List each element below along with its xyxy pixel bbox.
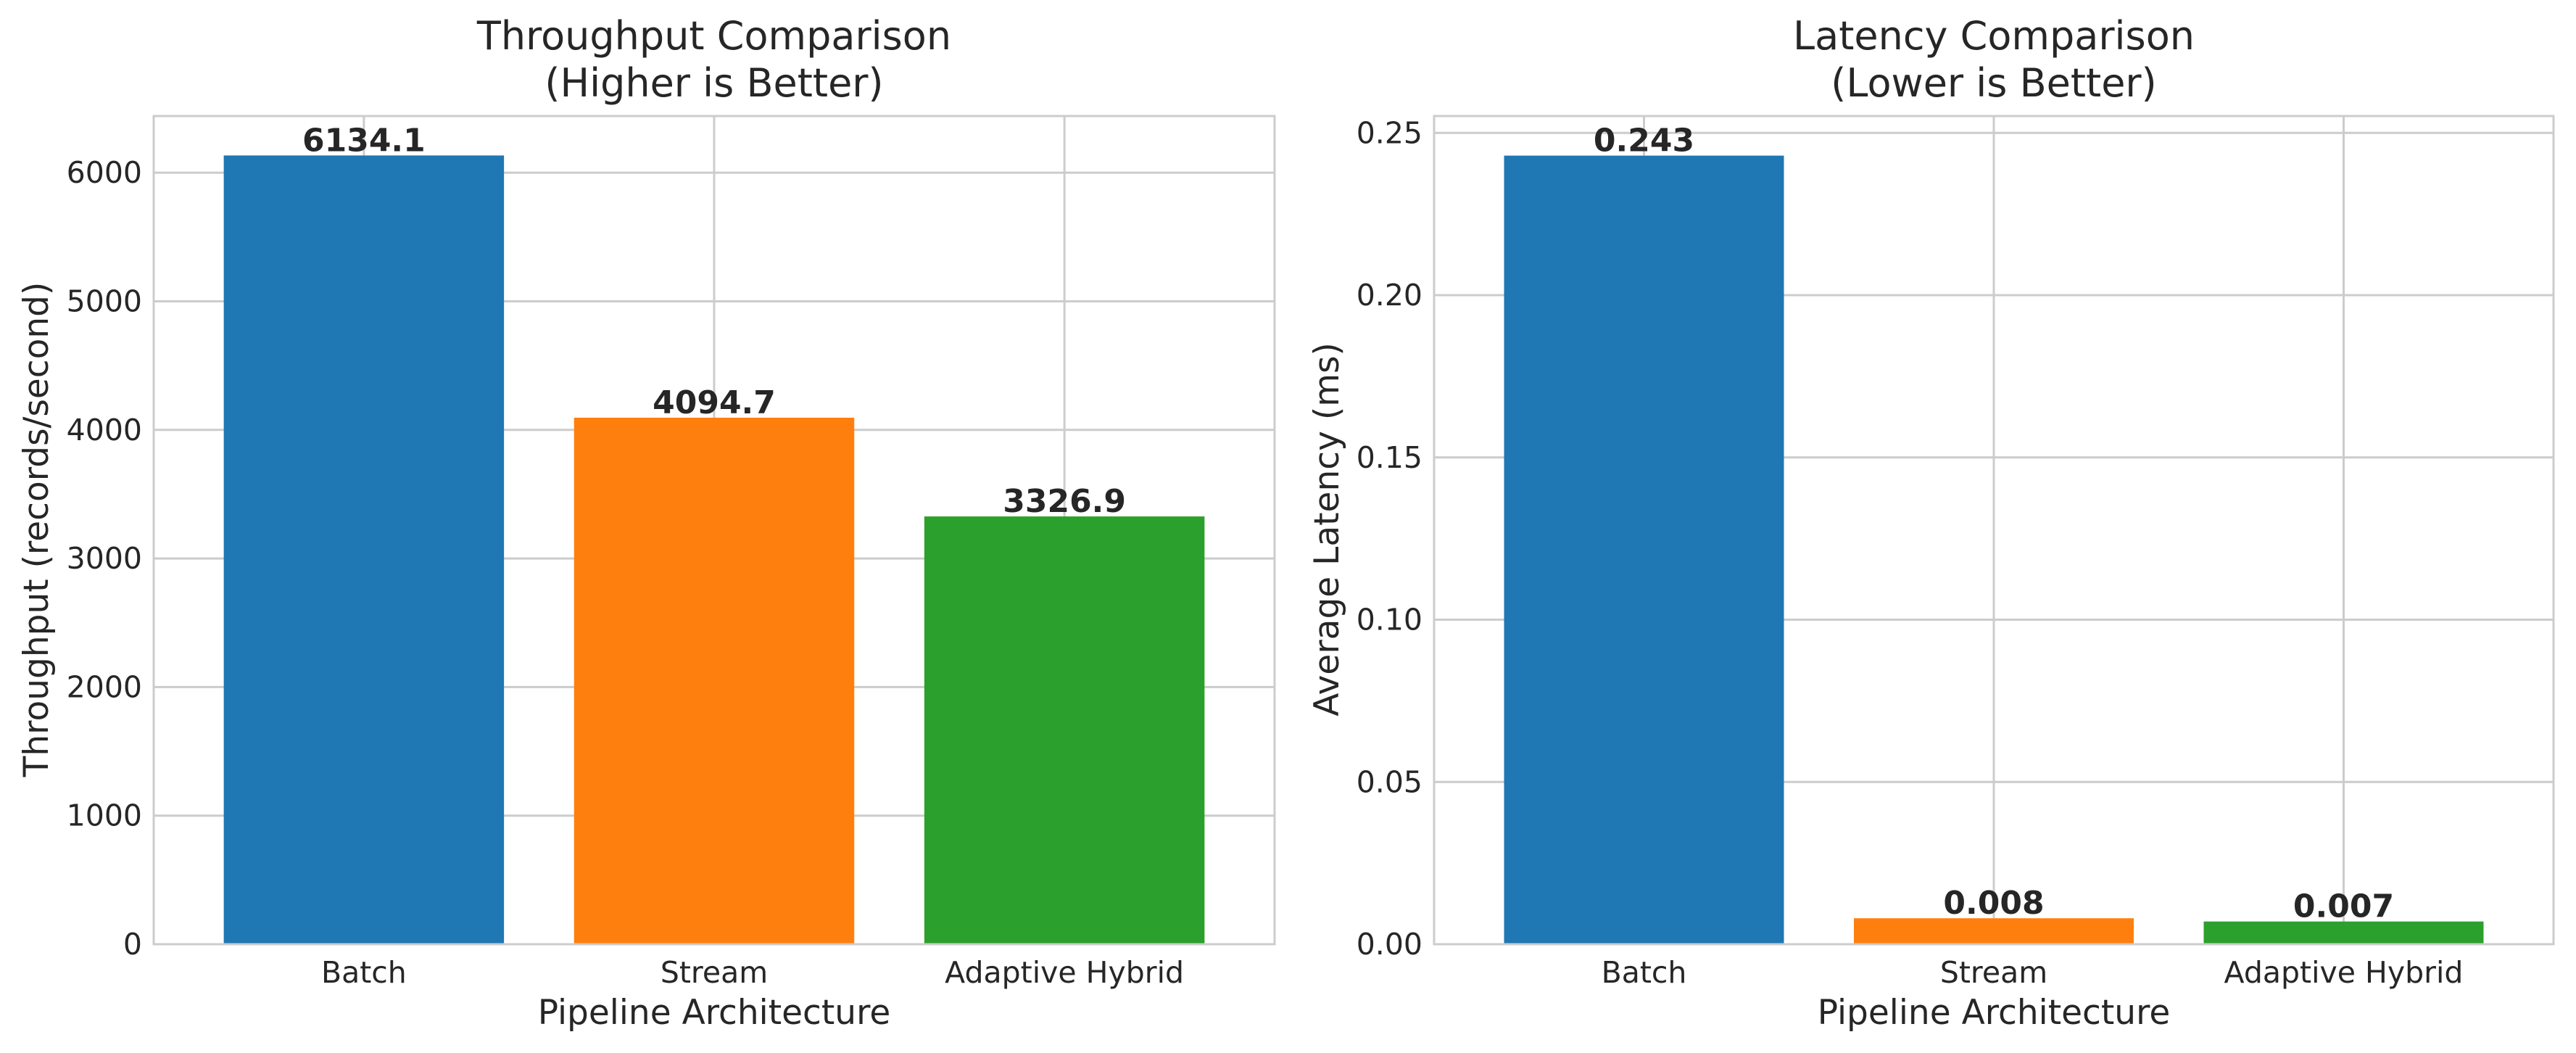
throughput-bar-batch [223,155,505,944]
latency-x-axis-label: Pipeline Architecture [1818,993,2171,1033]
throughput-plot-frame [152,115,1276,946]
throughput-value-label: 4094.7 [653,384,776,421]
throughput-ytick-label: 6000 [67,155,142,190]
throughput-value-label: 6134.1 [302,122,426,159]
latency-value-label: 0.008 [1943,885,2044,922]
latency-ytick-label: 0.10 [1357,603,1422,637]
throughput-ytick-label: 1000 [67,798,142,833]
latency-yticks: 0.00 0.05 0.10 0.15 0.20 0.25 [1357,115,1422,962]
throughput-ytick-label: 5000 [67,284,142,318]
latency-value-label: 0.243 [1594,123,1694,160]
throughput-xtick-label: Adaptive Hybrid [945,955,1184,990]
throughput-chart: 6134.1 4094.7 3326.9 0 1000 2000 3000 4000 5000… [17,13,1276,1033]
latency-ytick-label: 0.20 [1357,278,1422,313]
latency-ytick-label: 0.25 [1357,115,1422,150]
latency-xtick-label: Adaptive Hybrid [2224,955,2464,990]
latency-value-label: 0.007 [2293,888,2394,925]
latency-ytick-label: 0.00 [1357,927,1422,962]
latency-bars [1504,155,2484,945]
latency-chart: 0.243 0.008 0.007 0.00 0.05 0.10 0.15 0.20 0.25… [1307,13,2555,1033]
latency-bar-stream [1854,918,2134,944]
throughput-xticks: Batch Stream Adaptive Hybrid [321,955,1184,990]
throughput-bar-stream [573,417,855,944]
throughput-title-line1: Throughput Comparison [476,13,951,59]
latency-plot-frame [1433,115,2555,946]
latency-title-line2: (Lower is Better) [1831,60,2156,106]
latency-ytick-label: 0.05 [1357,764,1422,799]
throughput-y-axis-label: Throughput (records/second) [17,282,57,778]
throughput-xtick-label: Batch [321,955,407,990]
throughput-ytick-label: 4000 [67,413,142,447]
throughput-value-labels: 6134.1 4094.7 3326.9 [302,122,1126,520]
latency-bar-adaptive-hybrid [2203,921,2484,944]
latency-title-line1: Latency Comparison [1793,13,2195,59]
latency-value-labels: 0.243 0.008 0.007 [1594,123,2394,925]
latency-ytick-label: 0.15 [1357,440,1422,475]
latency-xticks: Batch Stream Adaptive Hybrid [1602,955,2464,990]
throughput-yticks: 0 1000 2000 3000 4000 5000 6000 [67,155,142,962]
throughput-ytick-label: 2000 [67,669,142,704]
latency-xtick-label: Batch [1602,955,1687,990]
throughput-xtick-label: Stream [660,955,768,990]
latency-xtick-label: Stream [1940,955,2047,990]
latency-bar-batch [1504,155,1784,945]
throughput-bars [223,155,1205,944]
throughput-value-label: 3326.9 [1003,483,1126,520]
throughput-ytick-label: 0 [123,927,142,962]
latency-y-axis-label: Average Latency (ms) [1307,342,1347,717]
throughput-title-line2: (Higher is Better) [544,60,883,106]
throughput-ytick-label: 3000 [67,541,142,576]
throughput-x-axis-label: Pipeline Architecture [538,993,891,1033]
throughput-bar-adaptive-hybrid [924,516,1205,944]
